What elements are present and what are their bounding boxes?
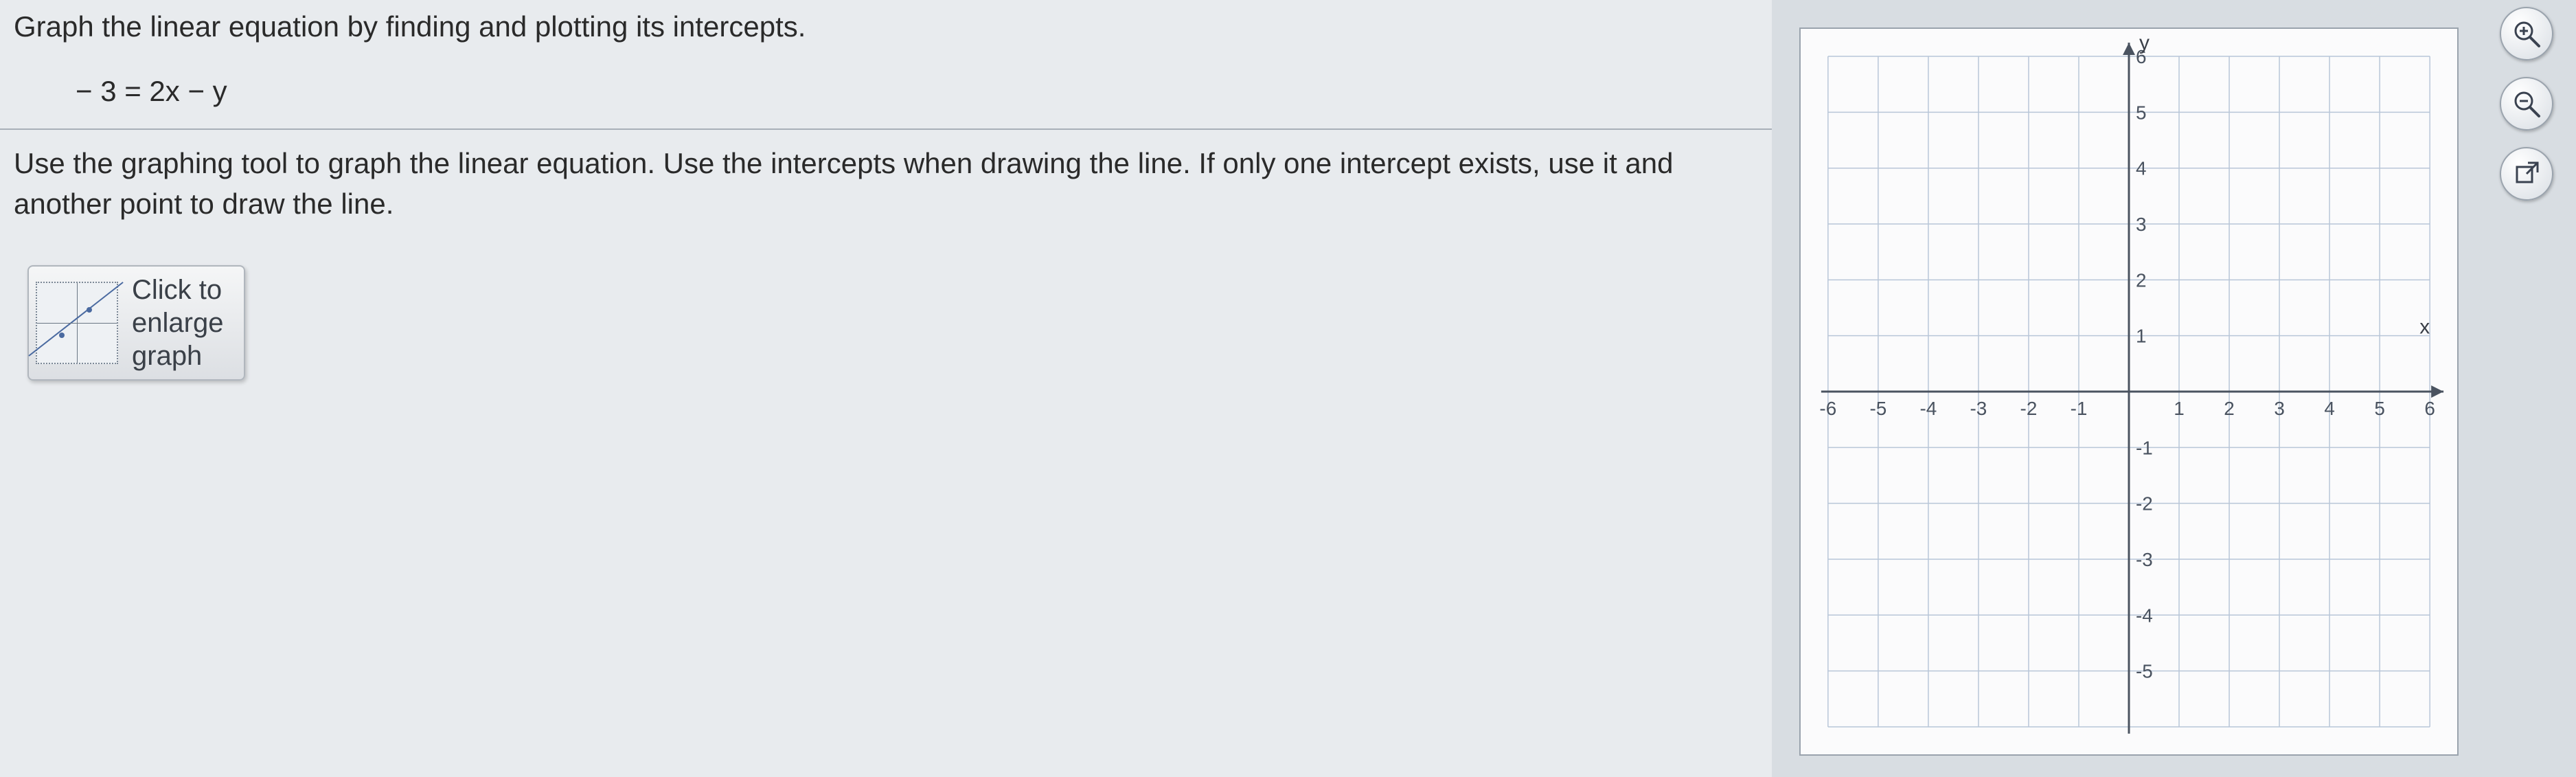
zoom-in-icon [2511,19,2542,49]
svg-text:3: 3 [2136,214,2147,235]
svg-text:-6: -6 [1819,398,1836,419]
question-panel: Graph the linear equation by finding and… [0,0,1772,777]
popout-button[interactable] [2500,147,2553,201]
graph-tools [2500,7,2553,201]
y-axis-label: y [2139,32,2150,54]
zoom-in-button[interactable] [2500,7,2553,60]
enlarge-line2: enlarge [132,306,223,339]
svg-text:-5: -5 [2136,661,2153,682]
svg-text:1: 1 [2174,398,2185,419]
svg-text:4: 4 [2324,398,2335,419]
enlarge-line1: Click to [132,273,223,306]
svg-text:-4: -4 [1919,398,1937,419]
enlarge-graph-button[interactable]: Click to enlarge graph [27,265,245,381]
coordinate-graph[interactable]: -6-5-4-3-2-1123456-5-4-3-2-1123456 x y [1799,27,2459,756]
svg-text:6: 6 [2424,398,2435,419]
graph-svg[interactable]: -6-5-4-3-2-1123456-5-4-3-2-1123456 x y [1801,29,2457,754]
question-equation: − 3 = 2x − y [0,61,1772,128]
enlarge-graph-label: Click to enlarge graph [132,273,223,372]
svg-text:-4: -4 [2136,605,2153,626]
svg-text:1: 1 [2136,326,2147,347]
svg-text:4: 4 [2136,158,2147,179]
svg-text:3: 3 [2274,398,2285,419]
x-axis-label: x [2419,315,2430,338]
svg-text:-1: -1 [2136,437,2153,458]
popout-icon [2511,159,2542,189]
question-prompt: Graph the linear equation by finding and… [0,0,1772,61]
zoom-out-icon [2511,89,2542,119]
svg-text:-5: -5 [1869,398,1887,419]
svg-text:5: 5 [2374,398,2385,419]
svg-text:2: 2 [2224,398,2235,419]
svg-text:-2: -2 [2136,493,2153,515]
graph-thumbnail-icon [36,282,118,364]
zoom-out-button[interactable] [2500,77,2553,131]
svg-text:-2: -2 [2020,398,2038,419]
enlarge-line3: graph [132,339,223,372]
svg-text:-1: -1 [2071,398,2088,419]
svg-text:2: 2 [2136,269,2147,291]
svg-text:-3: -3 [1970,398,1987,419]
svg-text:-3: -3 [2136,549,2153,570]
question-instruction: Use the graphing tool to graph the linea… [0,130,1772,238]
svg-text:5: 5 [2136,102,2147,123]
